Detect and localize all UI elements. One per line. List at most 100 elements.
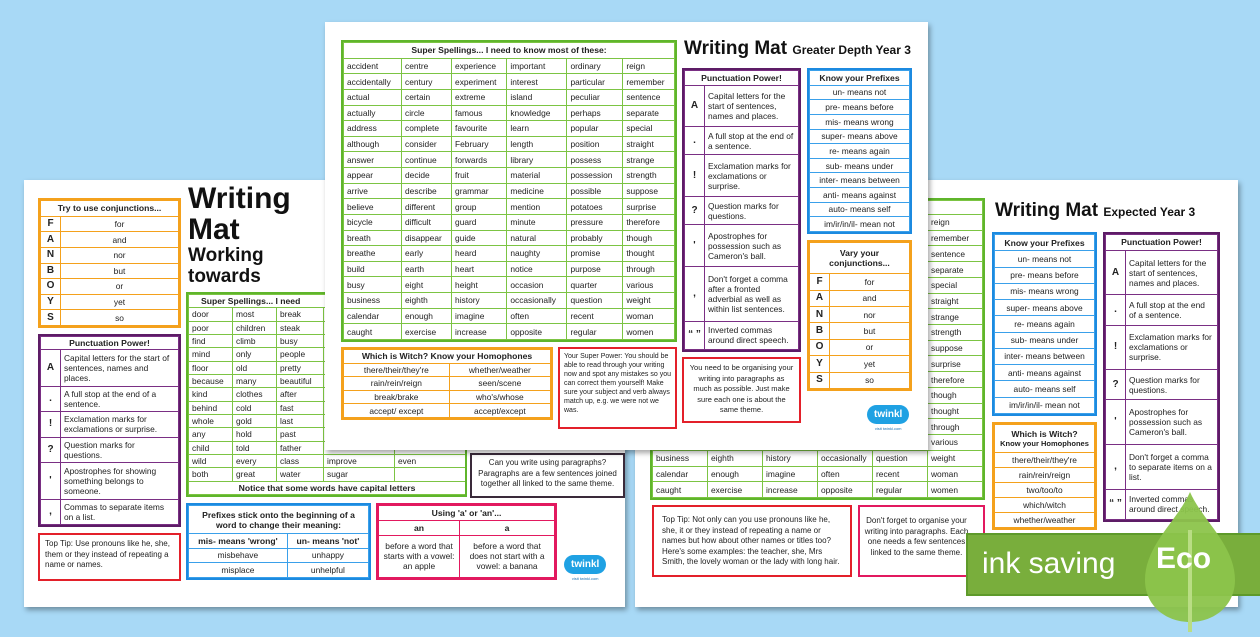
word-cell: build: [343, 260, 402, 278]
table-body: Which is Witch? Know your Homophones ther…: [343, 349, 551, 418]
list-item: there/their/they're: [994, 452, 1095, 469]
word-cell: separate: [927, 261, 983, 278]
table-row: accept/ except accept/except: [343, 403, 551, 418]
title-main: Writing Mat: [684, 38, 788, 59]
table-row: accidentally century experiment interest par…: [343, 73, 675, 90]
punctuation-description: Inverted commas around direct speech.: [704, 320, 799, 350]
word-cell: perhaps: [566, 104, 624, 122]
word-cell: imagine: [451, 307, 508, 325]
punctuation-description: Exclamation marks for exclamations or su…: [1125, 324, 1218, 371]
word-cell: question: [872, 449, 928, 467]
letter-cell: O: [809, 338, 830, 357]
word-cell: possession: [566, 167, 624, 184]
word-cell: strange: [622, 151, 675, 168]
word-cell: suppose: [622, 182, 675, 200]
word-cell: kind: [188, 387, 233, 402]
table-row: mis- means wrong: [994, 282, 1095, 301]
table-row: breath disappear guide natural probably thoug…: [343, 229, 675, 247]
word-cell: for: [829, 273, 910, 291]
word-cell: increase: [451, 323, 508, 340]
list-item: pre- means before: [994, 266, 1095, 284]
word-cell: people: [276, 347, 324, 362]
homophones-list: Which is Witch? Know your Homophones there…: [992, 422, 1097, 530]
word-cell: probably: [566, 229, 624, 247]
ink-saving-label: ink saving: [982, 547, 1116, 580]
table-row: mis- means wrong: [809, 113, 910, 130]
word-cell: disappear: [400, 229, 453, 247]
word-cell: old: [232, 360, 277, 375]
list-item: pre- means before: [809, 99, 910, 115]
table-row: build earth heart notice purpose through: [343, 260, 675, 278]
word-cell: fast: [276, 400, 324, 415]
word-cell: although: [343, 135, 402, 153]
top-tip: Top Tip: Use pronouns like he, she, them…: [38, 533, 181, 581]
word-cell: exercise: [400, 323, 453, 340]
word-cell: caught: [652, 481, 708, 498]
list-item: whether/weather: [994, 512, 1095, 528]
punctuation-symbol: “ ”: [1105, 488, 1126, 520]
punctuation-symbol: “ ”: [684, 320, 705, 350]
table-row: .A full stop at the end of a sentence.: [40, 386, 179, 413]
word-cell: pretty: [276, 360, 324, 375]
table-row: “ ” Inverted commas around direct speech.: [684, 320, 799, 350]
word-cell: extreme: [451, 88, 508, 106]
table-heading: Know your Prefixes: [809, 70, 910, 86]
word-cell: eighth: [400, 292, 453, 309]
punctuation-description: Capital letters for the start of sentenc…: [1125, 249, 1218, 296]
table-body: Prefixes stick onto the beginning of a w…: [188, 505, 369, 578]
leaf-icon: [1145, 492, 1235, 632]
punctuation-table: Punctuation Power! A Capital letters for t…: [1103, 232, 1220, 522]
word-cell: opposite: [506, 323, 568, 340]
table-body: Punctuation Power! A Capital letters for t…: [40, 336, 179, 525]
word-cell: unhappy: [286, 547, 369, 564]
mat-subtitle: Working towards: [188, 245, 264, 287]
punctuation-description: Don't forget a comma after a fronted adv…: [704, 265, 799, 322]
table-row: ! Exclamation marks for exclamations or s…: [1105, 324, 1218, 371]
punctuation-description: Exclamation marks for exclamations or su…: [60, 411, 179, 438]
word-cell: imagine: [762, 465, 818, 483]
table-row: im/ir/in/il- mean not: [809, 216, 910, 232]
table-row: both great water sugar: [188, 467, 465, 482]
table-body: Punctuation Power! A Capital letters for t…: [1105, 234, 1218, 520]
word-cell: both: [188, 467, 233, 482]
list-item: mis- means wrong: [809, 113, 910, 130]
word-cell: separate: [622, 104, 675, 122]
punctuation-description: A full stop at the end of a sentence.: [60, 386, 179, 413]
table-heading: Punctuation Power!: [1105, 234, 1218, 251]
eco-label: Eco: [1156, 542, 1212, 575]
word-cell: breath: [343, 229, 402, 247]
word-cell: sentence: [927, 245, 983, 263]
word-cell: past: [276, 427, 324, 442]
word-cell: different: [400, 198, 453, 215]
word-cell: gold: [232, 413, 277, 429]
word-cell: early: [400, 245, 453, 262]
word-cell: reign: [927, 214, 983, 231]
letter-cell: O: [40, 278, 61, 295]
word-cell: appear: [343, 167, 402, 184]
table-row: calendar enough imagine often recent woman: [343, 307, 675, 325]
word-cell: misplace: [188, 562, 288, 578]
word-cell: mention: [506, 198, 568, 215]
word-cell: hold: [232, 427, 277, 442]
word-cell: reign: [622, 57, 675, 75]
word-cell: actual: [343, 88, 402, 106]
punctuation-description: Capital letters for the start of sentenc…: [704, 84, 799, 128]
table-heading: Using 'a' or 'an'...: [378, 505, 555, 521]
word-cell: guide: [451, 229, 508, 247]
table-row: re- means again: [994, 315, 1095, 333]
word-cell: special: [622, 120, 675, 137]
letter-cell: A: [40, 231, 61, 248]
list-item: two/too/to: [994, 482, 1095, 499]
word-cell: strange: [927, 308, 983, 326]
word-cell: medicine: [506, 182, 568, 200]
word-cell: unhelpful: [286, 562, 369, 578]
word-cell: notice: [506, 260, 568, 278]
table-row: answer continue forwards library possess stra…: [343, 151, 675, 168]
table-heading: Which is Witch? Know your Homophones: [343, 349, 551, 364]
eco-leaf-badge: Eco: [1140, 490, 1240, 637]
table-row: which/witch: [994, 497, 1095, 514]
